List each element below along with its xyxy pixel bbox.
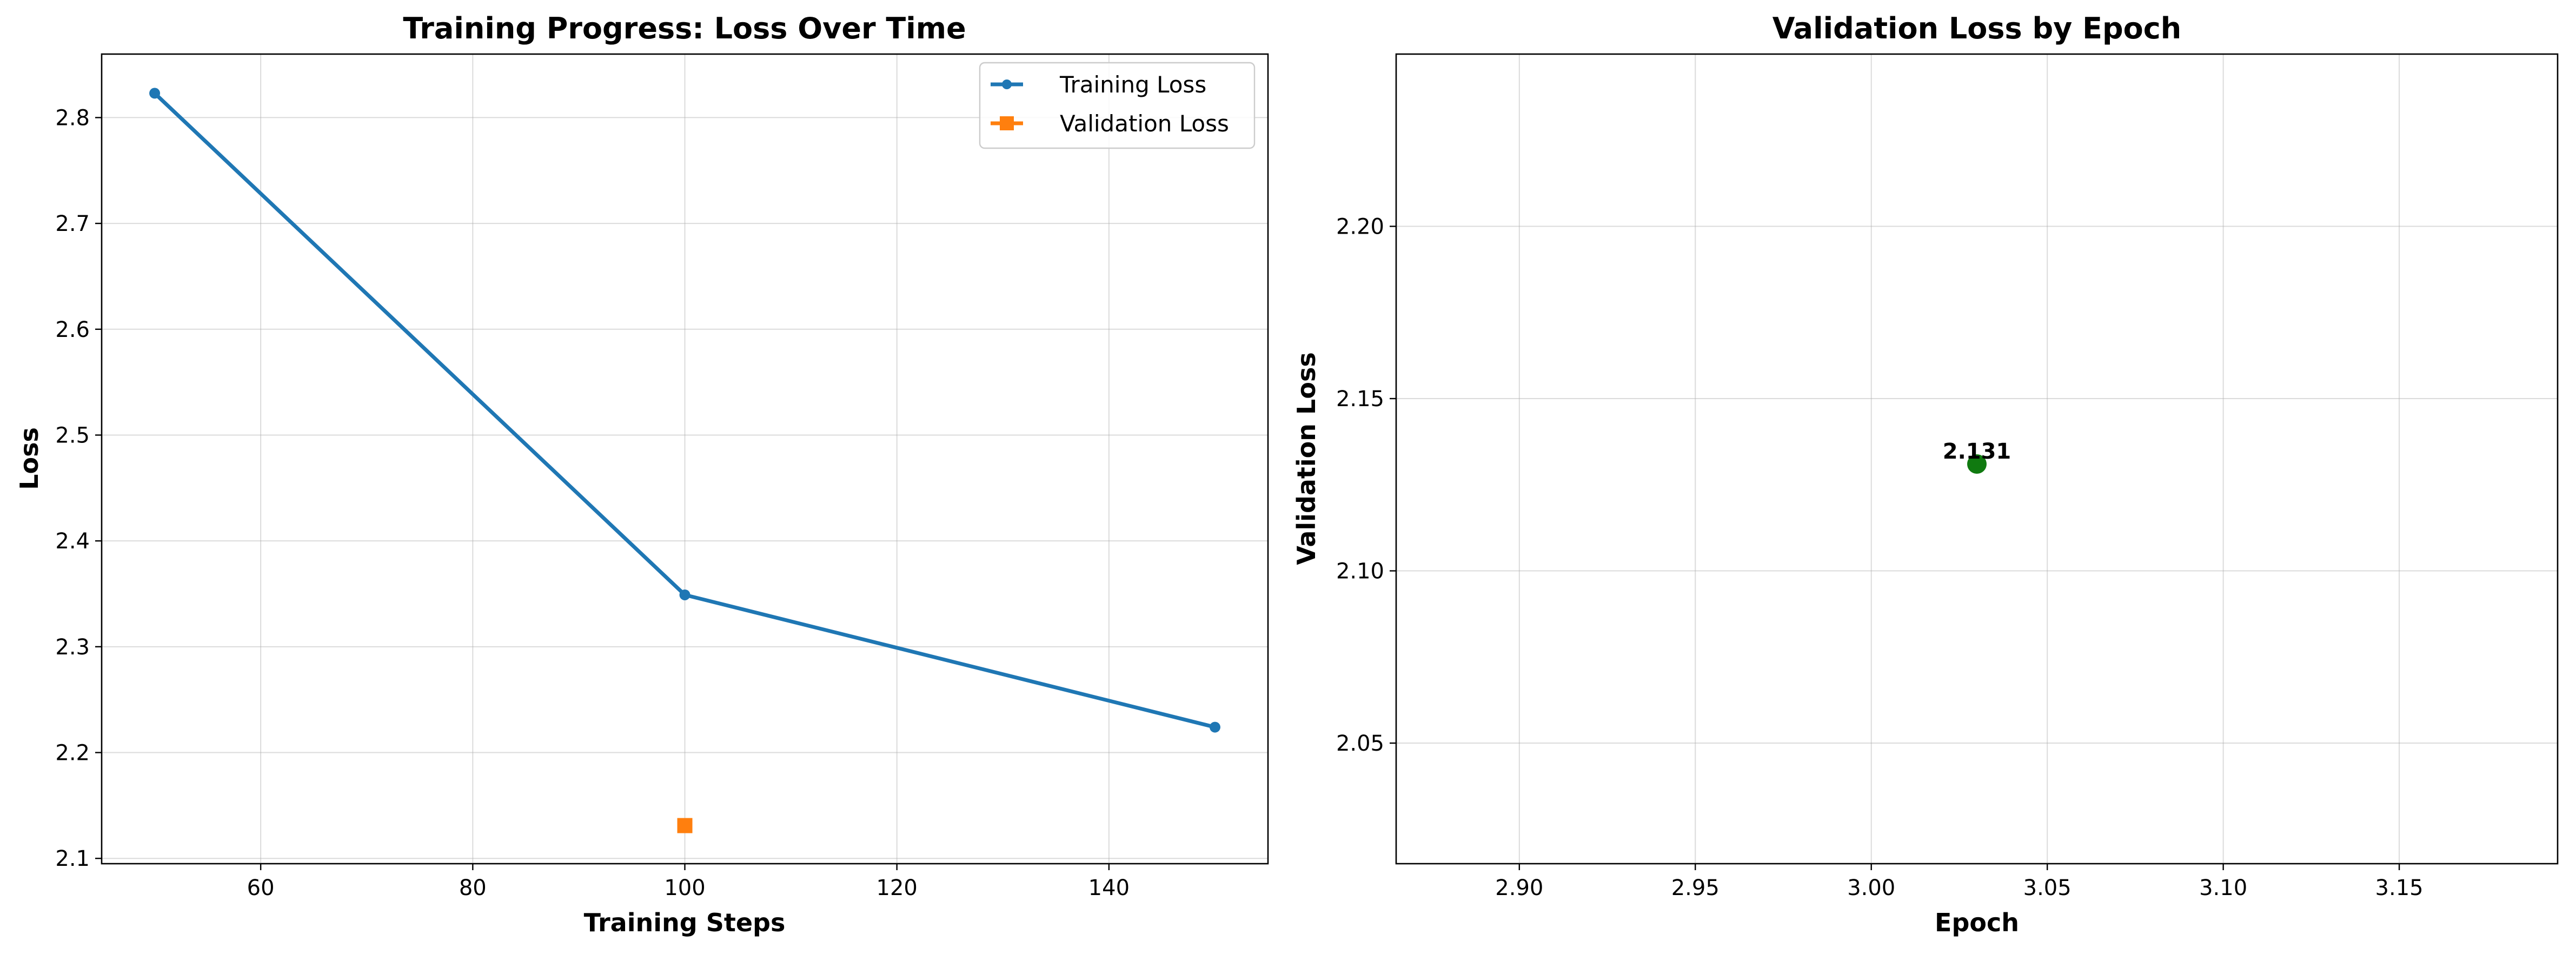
legend-entry-training-loss: Training Loss [991,71,1206,98]
legend-entry-validation-loss: Validation Loss [991,110,1229,137]
y-tick-label: 2.3 [55,635,90,660]
chart-title: Validation Loss by Epoch [1772,11,2181,45]
x-tick-label: 3.05 [2023,876,2072,900]
data-point [679,589,691,600]
chart-title: Training Progress: Loss Over Time [403,11,966,45]
data-point [149,88,161,99]
series-layer: 2.131 [1943,439,2011,474]
y-tick-label: 2.8 [55,105,90,130]
x-tick-label: 2.95 [1671,876,1719,900]
x-axis-label: Epoch [1935,908,2019,937]
x-tick-label: 2.90 [1495,876,1543,900]
data-point [677,818,693,833]
legend-label-validation: Validation Loss [1060,110,1229,137]
series-0: 2.131 [1943,439,2011,474]
y-axis-label: Validation Loss [1292,352,1321,565]
y-axis-label: Loss [15,427,44,490]
legend-box [979,62,1256,149]
x-axis-label: Training Steps [584,908,786,937]
y-tick-label: 2.20 [1336,215,1384,240]
series-1 [677,818,693,833]
x-tick-label: 80 [459,876,487,900]
x-tick-label: 3.00 [1847,876,1895,900]
y-tick-label: 2.15 [1336,387,1384,412]
series-0 [149,88,1220,733]
data-point [1209,721,1220,733]
plot-frame [1395,53,2559,865]
legend-label-training: Training Loss [1059,71,1206,98]
y-tick-label: 2.1 [55,846,90,871]
y-tick-label: 2.4 [55,529,90,554]
x-tick-label: 3.15 [2375,876,2424,900]
x-tick-label: 3.10 [2199,876,2247,900]
y-tick-label: 2.2 [55,741,90,766]
grid [102,54,1268,864]
data-point [1967,454,1987,474]
ticks: 2.90 2.95 3.00 3.05 3.10 3.15 2.05 2.10 2.15 2.20 [1336,215,2424,900]
series-layer [149,88,1220,833]
legend: Training Loss Validation Loss [979,62,1256,149]
x-tick-label: 120 [877,876,918,900]
y-tick-label: 2.5 [55,423,90,448]
x-tick-label: 140 [1088,876,1130,900]
ticks: 60 80 100 120 140 2.1 2.2 2.3 2.4 2.5 2.6 2.7 2.8 [55,105,1130,900]
validation-loss-chart: Validation Loss by Epoch 2.131 2.90 2.95 3… [1292,11,2559,937]
legend-marker-training [1002,80,1012,89]
x-tick-label: 100 [664,876,705,900]
y-tick-label: 2.05 [1336,731,1384,756]
training-loss-chart: Training Progress: Loss Over Time 60 80 10… [15,11,1269,937]
y-tick-label: 2.10 [1336,559,1384,584]
y-tick-label: 2.7 [55,211,90,236]
grid [1396,54,2558,864]
y-tick-label: 2.6 [55,317,90,342]
legend-marker-validation [1000,116,1014,130]
data-label: 2.131 [1943,439,2011,464]
x-tick-label: 60 [247,876,275,900]
